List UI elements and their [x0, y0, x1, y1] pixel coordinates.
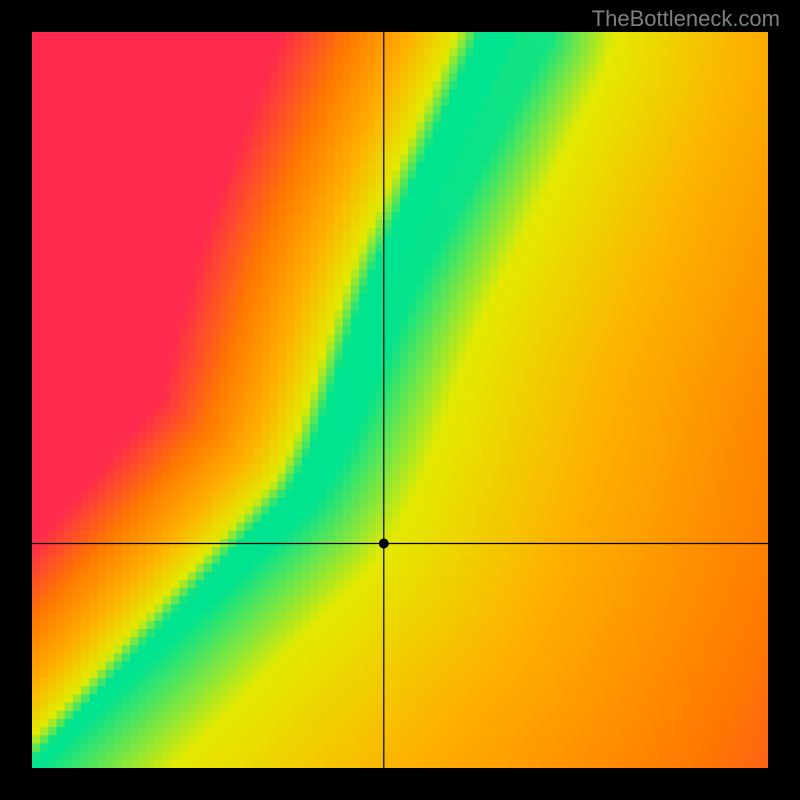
- watermark-text: TheBottleneck.com: [592, 6, 780, 32]
- heatmap-cells: [32, 32, 768, 768]
- heatmap-svg: [32, 32, 768, 768]
- plot-area: [32, 32, 768, 768]
- crosshair-marker: [379, 539, 389, 549]
